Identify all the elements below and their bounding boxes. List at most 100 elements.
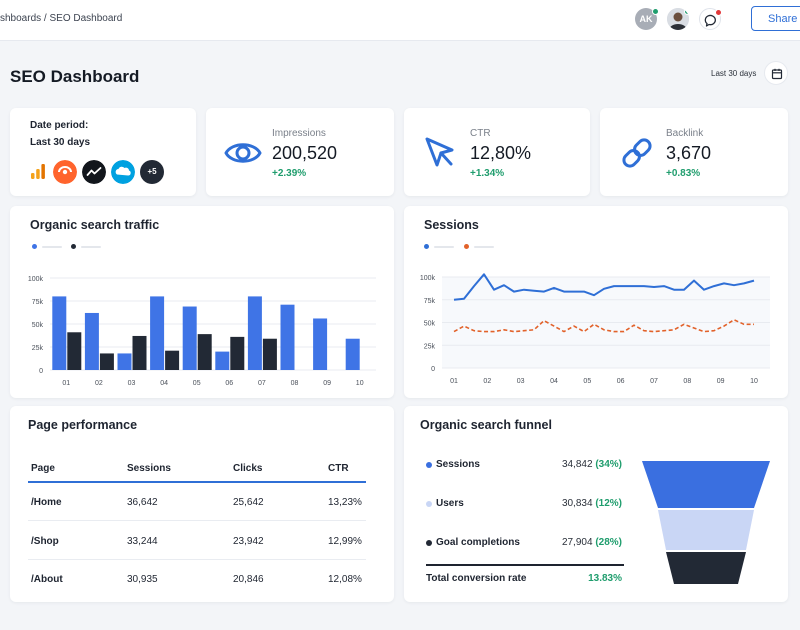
bar xyxy=(247,296,262,370)
y-tick-label: 25k xyxy=(424,343,436,350)
kpi-card-ctr: CTR 12,80% +1.34% xyxy=(404,108,590,196)
cursor-icon xyxy=(425,137,454,167)
column-header[interactable]: CTR xyxy=(328,463,349,474)
top-bar: shboards / SEO Dashboard AK Share xyxy=(0,0,800,41)
organic-traffic-card: Organic search traffic 100k 75k 50k 25k 0 01 0… xyxy=(10,206,394,398)
comments-button[interactable] xyxy=(699,8,722,30)
bar xyxy=(99,353,114,370)
sessions-card: Sessions 100k 75k 50k 25k 0 01 02 03 04 05 06 07 08 0… xyxy=(404,206,788,398)
row-divider xyxy=(28,559,366,560)
date-period-card: Date period: Last 30 days +5 xyxy=(10,108,196,196)
x-tick-label: 09 xyxy=(717,378,725,385)
y-tick-label: 50k xyxy=(32,322,44,329)
column-header[interactable]: Page xyxy=(31,463,55,474)
share-button[interactable]: Share xyxy=(751,6,800,31)
kpi-delta: +0.83% xyxy=(666,168,701,179)
kpi-value: 200,520 xyxy=(272,143,338,163)
table-cell: 25,642 xyxy=(233,497,264,508)
y-tick-label: 100k xyxy=(420,275,436,282)
card-title: Organic search traffic xyxy=(30,218,160,232)
card-title: Page performance xyxy=(28,418,138,432)
bar xyxy=(230,336,245,370)
breadcrumb[interactable]: shboards / SEO Dashboard xyxy=(0,13,123,24)
table-cell: 20,846 xyxy=(233,574,264,585)
x-tick-label: 01 xyxy=(62,380,70,387)
x-tick-label: 06 xyxy=(225,380,233,387)
eye-icon xyxy=(224,143,262,163)
bar xyxy=(280,304,295,370)
user-photo-icon xyxy=(667,8,689,30)
salesforce-icon[interactable] xyxy=(111,160,135,184)
column-header[interactable]: Clicks xyxy=(233,463,263,474)
funnel-chart xyxy=(642,461,770,584)
x-tick-label: 02 xyxy=(483,378,491,385)
user-photo-avatar[interactable] xyxy=(667,8,689,30)
online-status-dot xyxy=(684,8,689,15)
kpi-label: Impressions xyxy=(272,128,326,139)
funnel-stage-name: Sessions xyxy=(436,459,480,470)
x-tick-label: 08 xyxy=(683,378,691,385)
funnel-stage-goal-completions xyxy=(666,552,746,584)
bar xyxy=(262,338,277,370)
page-performance-card: Page performance Page Sessions Clicks CT… xyxy=(10,406,394,602)
kpi-delta: +2.39% xyxy=(272,168,307,179)
x-tick-label: 04 xyxy=(550,378,558,385)
funnel-stage-value: 30,834 (12%) xyxy=(561,498,622,509)
x-tick-label: 09 xyxy=(323,380,331,387)
funnel-stage-users xyxy=(658,510,754,550)
bar xyxy=(52,296,67,370)
kpi-delta: +1.34% xyxy=(470,168,505,179)
legend-line xyxy=(434,246,454,248)
y-tick-label: 50k xyxy=(424,321,436,328)
calendar-icon xyxy=(771,68,783,80)
link-icon xyxy=(622,138,652,168)
date-period-label: Date period: xyxy=(30,120,89,131)
card-title: Sessions xyxy=(424,218,479,232)
x-tick-label: 03 xyxy=(517,378,525,385)
bar xyxy=(165,350,180,370)
total-conversion-value: 13.83% xyxy=(588,573,622,584)
notification-dot xyxy=(715,9,722,16)
table-cell[interactable]: /Shop xyxy=(31,536,59,547)
funnel-stage-name: Goal completions xyxy=(436,537,520,548)
y-tick-label: 75k xyxy=(32,299,44,306)
x-tick-label: 07 xyxy=(258,380,266,387)
sessions-dashed-line xyxy=(453,319,754,333)
kpi-card-impressions: Impressions 200,520 +2.39% xyxy=(206,108,394,196)
kpi-value: 3,670 xyxy=(666,143,712,163)
sessions-line xyxy=(453,273,755,301)
avatar[interactable]: AK xyxy=(635,8,659,30)
calendar-button[interactable] xyxy=(764,61,788,85)
table-cell: 13,23% xyxy=(328,497,362,508)
legend-marker xyxy=(71,244,76,249)
x-tick-label: 02 xyxy=(95,380,103,387)
funnel-legend-marker xyxy=(426,501,432,507)
y-tick-label: 75k xyxy=(424,298,436,305)
chat-icon xyxy=(704,14,716,27)
y-tick-label: 100k xyxy=(28,276,44,283)
trend-icon[interactable] xyxy=(82,160,106,184)
table-cell: 12,99% xyxy=(328,536,362,547)
x-tick-label: 05 xyxy=(583,378,591,385)
semrush-icon[interactable] xyxy=(53,160,77,184)
y-tick-label: 25k xyxy=(32,345,44,352)
card-title: Organic search funnel xyxy=(420,418,552,432)
table-cell[interactable]: /Home xyxy=(31,497,62,508)
bar xyxy=(197,334,212,370)
legend-marker xyxy=(424,244,429,249)
avatar-initials: AK xyxy=(639,14,653,24)
table-cell[interactable]: /About xyxy=(31,574,63,585)
date-period-value: Last 30 days xyxy=(30,137,91,148)
bar xyxy=(215,351,230,370)
funnel-stage-value: 34,842 (34%) xyxy=(561,459,622,470)
total-divider xyxy=(426,564,624,566)
funnel-stage-name: Users xyxy=(436,498,464,509)
bar xyxy=(182,306,197,370)
column-header[interactable]: Sessions xyxy=(127,463,171,474)
more-sources-badge[interactable]: +5 xyxy=(140,160,164,184)
google-analytics-icon[interactable] xyxy=(26,160,50,184)
date-range-label[interactable]: Last 30 days xyxy=(711,69,757,78)
legend-line xyxy=(42,246,62,248)
x-tick-label: 03 xyxy=(128,380,136,387)
x-tick-label: 05 xyxy=(193,380,201,387)
